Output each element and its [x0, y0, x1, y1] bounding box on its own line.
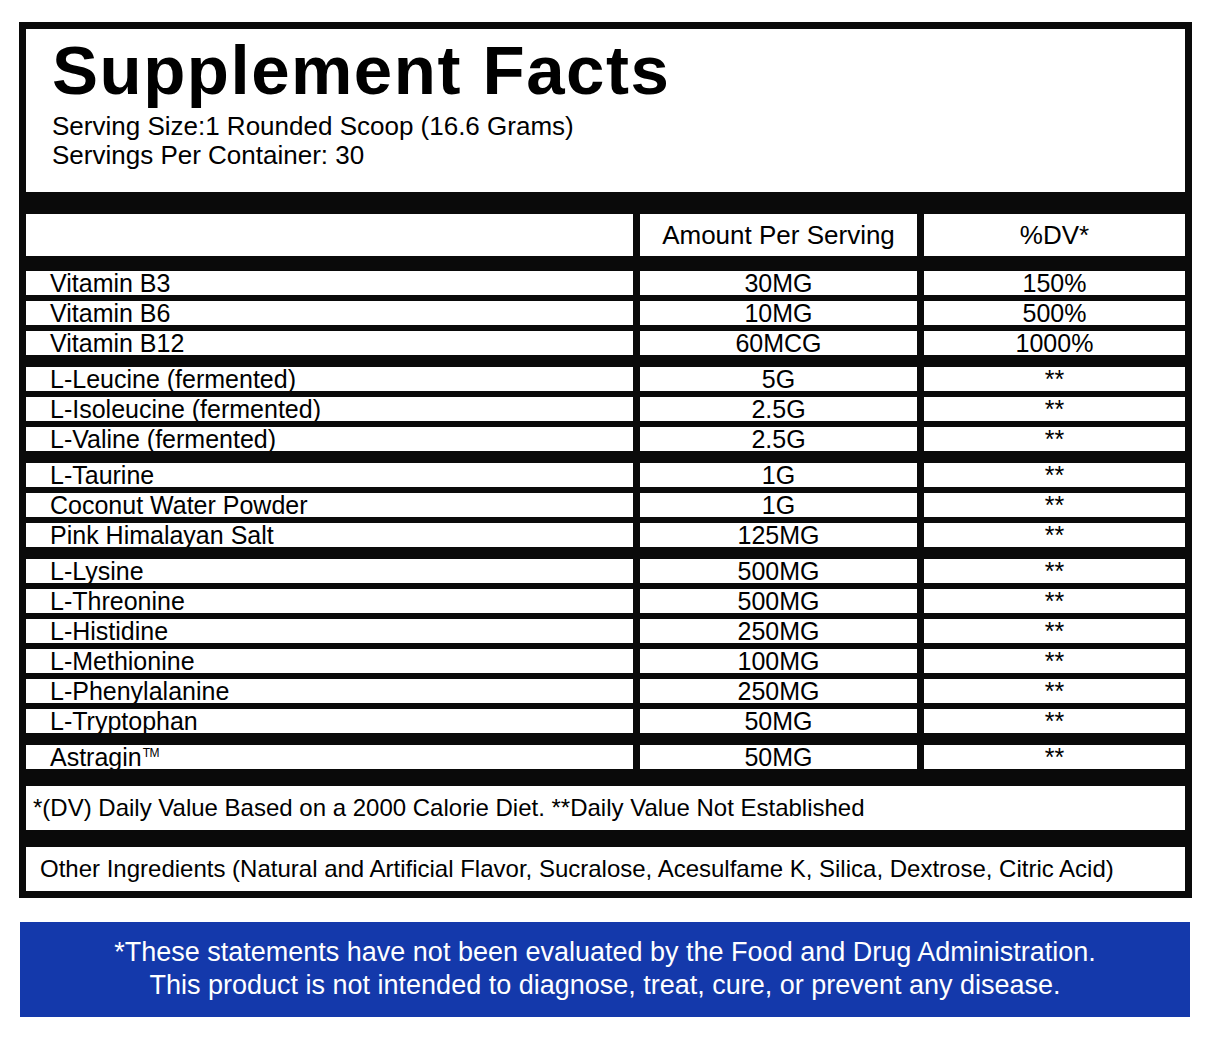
table-row: L-Methionine 100MG ** — [26, 649, 1185, 673]
table-row: L-Isoleucine (fermented) 2.5G ** — [26, 397, 1185, 421]
table-row: AstraginTM 50MG ** — [26, 745, 1185, 769]
ingredient-name: L-Phenylalanine — [26, 679, 633, 703]
ingredient-amount: 1G — [640, 493, 917, 517]
ingredient-amount: 250MG — [640, 619, 917, 643]
ingredient-name: L-Lysine — [26, 559, 633, 583]
disclaimer-line-2: This product is not intended to diagnose… — [20, 969, 1190, 1002]
ingredient-amount: 125MG — [640, 523, 917, 547]
trademark-symbol: TM — [143, 747, 159, 759]
disclaimer-line-1: *These statements have not been evaluate… — [20, 936, 1190, 969]
ingredient-dv: ** — [924, 367, 1185, 391]
ingredient-name: L-Isoleucine (fermented) — [26, 397, 633, 421]
table-row: Vitamin B6 10MG 500% — [26, 301, 1185, 325]
ingredient-name: L-Methionine — [26, 649, 633, 673]
ingredient-name: L-Valine (fermented) — [26, 427, 633, 451]
table-group-bcaa: L-Leucine (fermented) 5G ** L-Isoleucine… — [26, 367, 1185, 451]
ingredient-amount: 2.5G — [640, 397, 917, 421]
table-row: Vitamin B3 30MG 150% — [26, 271, 1185, 295]
ingredient-amount: 500MG — [640, 589, 917, 613]
ingredient-dv: ** — [924, 493, 1185, 517]
table-group-hydration: L-Taurine 1G ** Coconut Water Powder 1G … — [26, 463, 1185, 547]
ingredient-amount: 50MG — [640, 709, 917, 733]
ingredient-dv: ** — [924, 619, 1185, 643]
ingredient-name-text: Astragin — [50, 745, 142, 769]
ingredient-name: Vitamin B6 — [26, 301, 633, 325]
ingredient-dv: ** — [924, 397, 1185, 421]
column-header-ingredient — [26, 214, 633, 256]
table-row: L-Lysine 500MG ** — [26, 559, 1185, 583]
ingredient-dv: ** — [924, 427, 1185, 451]
column-header-dv: %DV* — [924, 214, 1185, 256]
table-row: L-Tryptophan 50MG ** — [26, 709, 1185, 733]
table-group-astragin: AstraginTM 50MG ** — [26, 745, 1185, 769]
panel-header: Supplement Facts Serving Size:1 Rounded … — [26, 29, 1185, 192]
ingredient-amount: 250MG — [640, 679, 917, 703]
ingredient-amount: 100MG — [640, 649, 917, 673]
ingredient-dv: 500% — [924, 301, 1185, 325]
ingredient-name: Vitamin B12 — [26, 331, 633, 355]
ingredient-dv: ** — [924, 709, 1185, 733]
table-row: Vitamin B12 60MCG 1000% — [26, 331, 1185, 355]
ingredient-amount: 10MG — [640, 301, 917, 325]
ingredient-dv: ** — [924, 679, 1185, 703]
table-row: L-Leucine (fermented) 5G ** — [26, 367, 1185, 391]
ingredient-dv: ** — [924, 649, 1185, 673]
supplement-facts-title: Supplement Facts — [52, 35, 1185, 107]
table-group-vitamins: Vitamin B3 30MG 150% Vitamin B6 10MG 500… — [26, 271, 1185, 355]
ingredient-name: L-Tryptophan — [26, 709, 633, 733]
ingredient-name: L-Threonine — [26, 589, 633, 613]
column-header-amount: Amount Per Serving — [640, 214, 917, 256]
other-ingredients: Other Ingredients (Natural and Artificia… — [26, 847, 1185, 891]
supplement-label: Supplement Facts Serving Size:1 Rounded … — [0, 0, 1209, 1048]
ingredient-amount: 500MG — [640, 559, 917, 583]
supplement-facts-panel: Supplement Facts Serving Size:1 Rounded … — [19, 22, 1192, 898]
table-row: Coconut Water Powder 1G ** — [26, 493, 1185, 517]
ingredient-dv: 1000% — [924, 331, 1185, 355]
ingredient-name: L-Taurine — [26, 463, 633, 487]
ingredient-name: Coconut Water Powder — [26, 493, 633, 517]
ingredient-dv: ** — [924, 523, 1185, 547]
ingredient-name: L-Leucine (fermented) — [26, 367, 633, 391]
ingredient-amount: 2.5G — [640, 427, 917, 451]
table-group-eaa: L-Lysine 500MG ** L-Threonine 500MG ** L… — [26, 559, 1185, 733]
table-row: L-Phenylalanine 250MG ** — [26, 679, 1185, 703]
ingredient-amount: 30MG — [640, 271, 917, 295]
table-row: L-Threonine 500MG ** — [26, 589, 1185, 613]
ingredient-amount: 5G — [640, 367, 917, 391]
table-row: L-Valine (fermented) 2.5G ** — [26, 427, 1185, 451]
fda-disclaimer: *These statements have not been evaluate… — [20, 922, 1190, 1017]
table-row: Pink Himalayan Salt 125MG ** — [26, 523, 1185, 547]
ingredient-dv: ** — [924, 559, 1185, 583]
daily-value-footnote: *(DV) Daily Value Based on a 2000 Calori… — [26, 786, 1185, 830]
ingredient-dv: 150% — [924, 271, 1185, 295]
table-row: L-Taurine 1G ** — [26, 463, 1185, 487]
ingredient-amount: 50MG — [640, 745, 917, 769]
ingredient-amount: 60MCG — [640, 331, 917, 355]
ingredient-dv: ** — [924, 745, 1185, 769]
table-header-row: Amount Per Serving %DV* — [26, 214, 1185, 256]
ingredient-name: AstraginTM — [26, 745, 633, 769]
ingredient-dv: ** — [924, 589, 1185, 613]
servings-per-container: Servings Per Container: 30 — [52, 141, 1185, 170]
serving-size: Serving Size:1 Rounded Scoop (16.6 Grams… — [52, 112, 1185, 141]
ingredient-amount: 1G — [640, 463, 917, 487]
ingredient-name: Pink Himalayan Salt — [26, 523, 633, 547]
ingredient-name: Vitamin B3 — [26, 271, 633, 295]
ingredient-dv: ** — [924, 463, 1185, 487]
table-row: L-Histidine 250MG ** — [26, 619, 1185, 643]
ingredient-name: L-Histidine — [26, 619, 633, 643]
